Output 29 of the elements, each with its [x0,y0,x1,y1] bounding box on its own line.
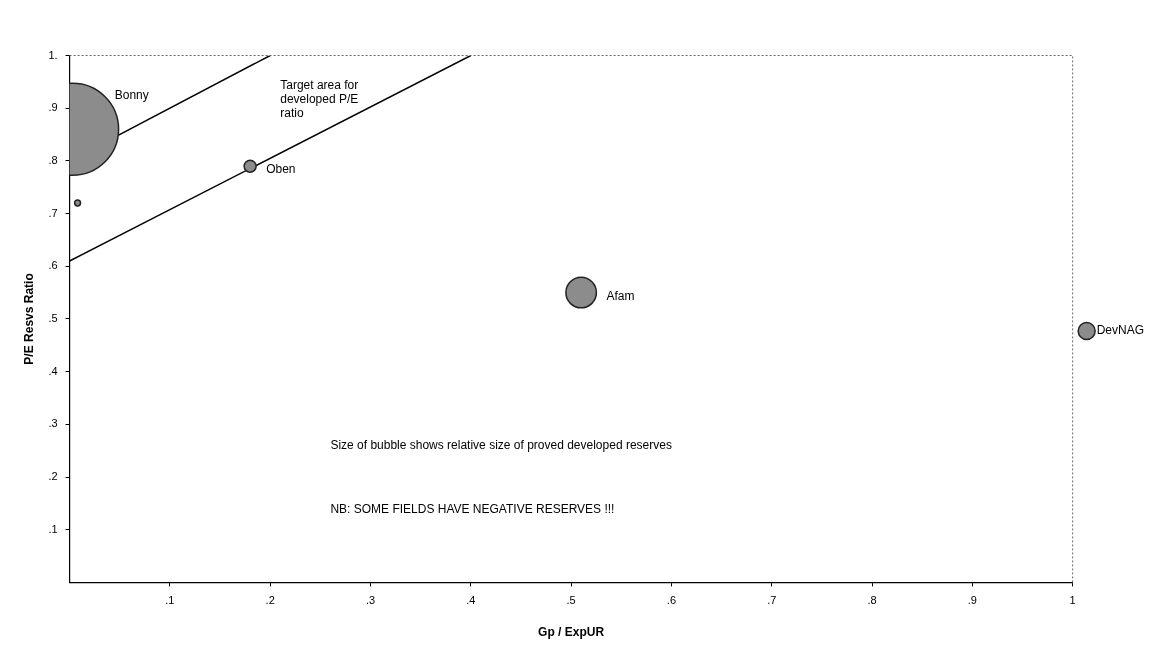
annotation: Target area for developed P/E ratio [280,77,359,120]
x-tick-label: .8 [867,594,877,607]
x-tick-label: .3 [365,594,376,607]
y-tick-label: .5 [48,311,58,324]
x-tick-label: .7 [767,594,777,607]
y-tick-label: .7 [48,206,58,219]
y-axis-title: P/E Resvs Ratio [21,273,36,365]
x-axis-title: Gp / ExpUR [538,625,605,640]
x-tick-label: .4 [466,594,476,607]
x-tick-label: 1 [1069,594,1076,607]
x-tick-label: .6 [666,594,677,607]
y-tick-label: .2 [48,470,58,483]
y-tick-label: .3 [48,417,58,430]
annotation: NB: SOME FIELDS HAVE NEGATIVE RESERVES !!! [330,501,615,516]
y-tick-label: .8 [48,153,58,166]
x-tick-label: .2 [265,594,275,607]
annotation: Size of bubble shows relative size of proved developed reserves [330,438,672,453]
y-tick-label: .6 [48,259,58,272]
x-tick-label: .5 [566,594,576,607]
x-tick-label: .1 [165,594,175,607]
x-tick-label: .9 [967,594,977,607]
annotation: Bonny [114,88,149,103]
annotation: Oben [266,162,296,177]
y-tick-label: 1. [48,48,58,61]
y-tick-label: .9 [48,101,58,114]
y-tick-label: .1 [48,522,58,535]
y-tick-label: .4 [48,364,58,377]
annotation: Afam [606,288,635,303]
legend-label: DevNAG [1096,323,1144,338]
